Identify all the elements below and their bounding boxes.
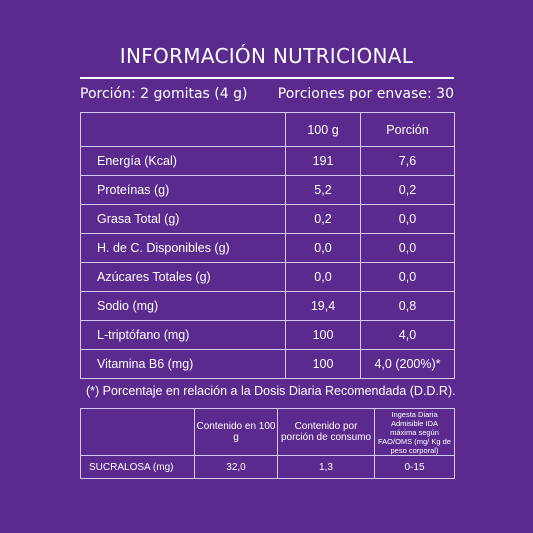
sweetener-table: Contenido en 100 g Contenido por porción…: [80, 408, 455, 479]
value-portion: 1,3: [277, 455, 375, 479]
nutrient-name: Proteínas (g): [80, 175, 286, 205]
value-100g: 0,0: [285, 262, 361, 292]
title-divider: [80, 77, 454, 79]
header-cell: [80, 408, 195, 456]
nutrient-name: H. de C. Disponibles (g): [80, 233, 286, 263]
table-row: Energía (Kcal) 191 7,6: [80, 146, 455, 176]
header-cell: Contenido en 100 g: [194, 408, 278, 456]
value-100g: 191: [285, 146, 361, 176]
nutrient-name: Sodio (mg): [80, 291, 286, 321]
value-portion: 0,0: [360, 233, 455, 263]
nutrient-name: Vitamina B6 (mg): [80, 349, 286, 379]
nutrient-name: Grasa Total (g): [80, 204, 286, 234]
value-100g: 0,2: [285, 204, 361, 234]
header-cell: Ingesta Diaria Admisible IDA máxima segú…: [374, 408, 455, 456]
table-header-row: 100 g Porción: [80, 112, 455, 147]
sweetener-header-row: Contenido en 100 g Contenido por porción…: [80, 408, 455, 456]
value-portion: 0,2: [360, 175, 455, 205]
nutrient-name: Azúcares Totales (g): [80, 262, 286, 292]
table-row: Grasa Total (g) 0,2 0,0: [80, 204, 455, 234]
value-portion: 4,0 (200%)*: [360, 349, 455, 379]
table-row: SUCRALOSA (mg) 32,0 1,3 0-15: [80, 455, 455, 479]
header-cell: [80, 112, 286, 147]
table-row: Sodio (mg) 19,4 0,8: [80, 291, 455, 321]
value-100g: 32,0: [194, 455, 278, 479]
value-portion: 0,0: [360, 262, 455, 292]
portion-info: Porción: 2 gomitas (4 g) Porciones por e…: [80, 86, 454, 102]
table-row: H. de C. Disponibles (g) 0,0 0,0: [80, 233, 455, 263]
nutrition-table: 100 g Porción Energía (Kcal) 191 7,6 Pro…: [80, 112, 455, 379]
value-100g: 5,2: [285, 175, 361, 205]
table-row: Vitamina B6 (mg) 100 4,0 (200%)*: [80, 349, 455, 379]
header-cell: 100 g: [285, 112, 361, 147]
value-100g: 100: [285, 320, 361, 350]
footnote: (*) Porcentaje en relación a la Dosis Di…: [86, 384, 456, 398]
header-cell: Porción: [360, 112, 455, 147]
value-100g: 19,4: [285, 291, 361, 321]
value-portion: 0,8: [360, 291, 455, 321]
table-row: Proteínas (g) 5,2 0,2: [80, 175, 455, 205]
header-cell: Contenido por porción de consumo: [277, 408, 375, 456]
nutrient-name: L-triptófano (mg): [80, 320, 286, 350]
table-row: L-triptófano (mg) 100 4,0: [80, 320, 455, 350]
value-100g: 100: [285, 349, 361, 379]
nutrient-name: Energía (Kcal): [80, 146, 286, 176]
value-100g: 0,0: [285, 233, 361, 263]
ida-value: 0-15: [374, 455, 455, 479]
value-portion: 7,6: [360, 146, 455, 176]
table-row: Azúcares Totales (g) 0,0 0,0: [80, 262, 455, 292]
value-portion: 0,0: [360, 204, 455, 234]
servings-per-container: Porciones por envase: 30: [277, 86, 454, 102]
page-title: INFORMACIÓN NUTRICIONAL: [119, 44, 414, 68]
serving-size: Porción: 2 gomitas (4 g): [80, 86, 248, 102]
sweetener-name: SUCRALOSA (mg): [80, 455, 195, 479]
value-portion: 4,0: [360, 320, 455, 350]
